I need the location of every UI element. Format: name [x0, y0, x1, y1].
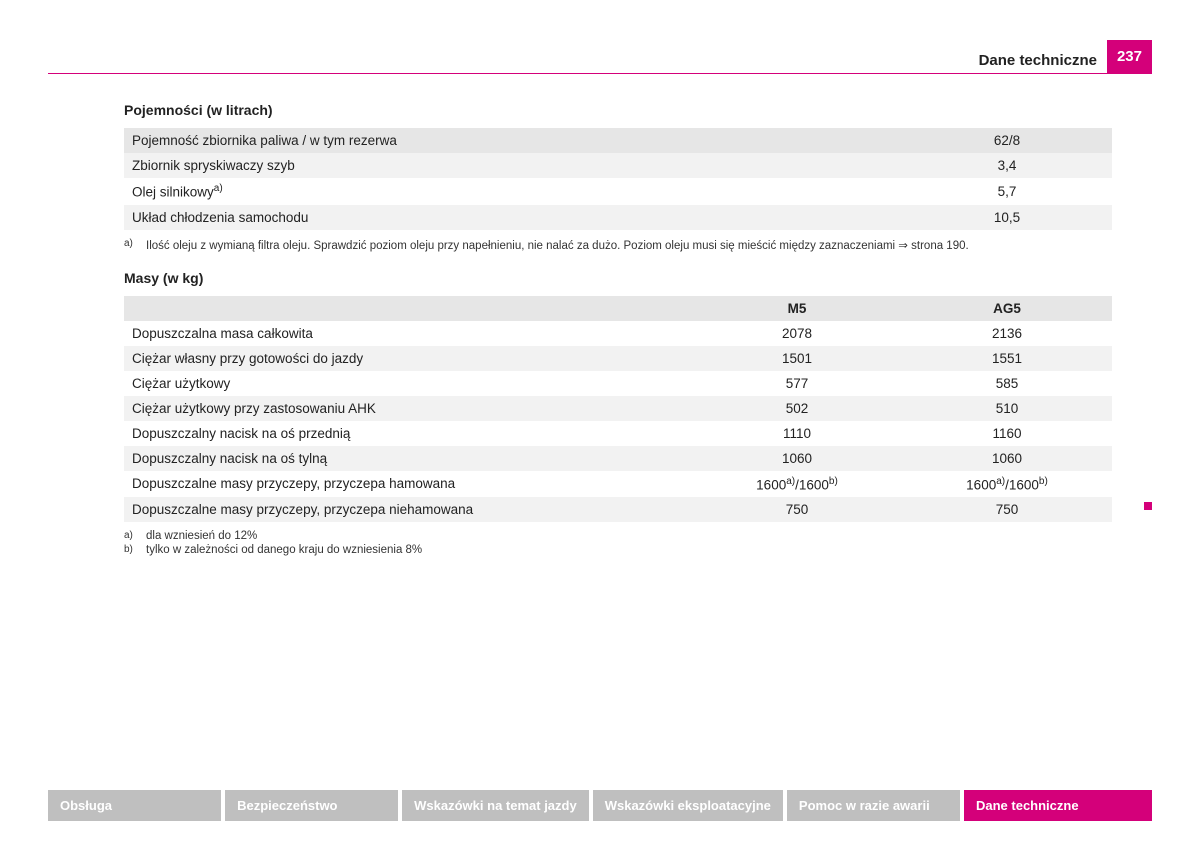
- row-label: Układ chłodzenia samochodu: [124, 205, 902, 230]
- tab-pomoc-awarii[interactable]: Pomoc w razie awarii: [787, 790, 960, 821]
- row-value: 1110: [692, 421, 902, 446]
- row-value: 2136: [902, 321, 1112, 346]
- footnote: a) dla wzniesień do 12%: [124, 530, 1112, 542]
- table-row: Ciężar użytkowy przy zastosowaniu AHK 50…: [124, 396, 1112, 421]
- row-label: Dopuszczalne masy przyczepy, przyczepa n…: [124, 497, 692, 522]
- row-label: Dopuszczalny nacisk na oś przednią: [124, 421, 692, 446]
- row-value: 1551: [902, 346, 1112, 371]
- row-value: 5,7: [902, 178, 1112, 205]
- masses-footnotes: a) dla wzniesień do 12% b) tylko w zależ…: [124, 530, 1112, 556]
- row-label: Ciężar użytkowy: [124, 371, 692, 396]
- page-number: 237: [1107, 40, 1152, 73]
- row-value: 2078: [692, 321, 902, 346]
- section-masses-title: Masy (w kg): [124, 270, 1112, 286]
- table-row: Ciężar własny przy gotowości do jazdy 15…: [124, 346, 1112, 371]
- row-value: 502: [692, 396, 902, 421]
- row-value: 750: [902, 497, 1112, 522]
- row-value: 510: [902, 396, 1112, 421]
- table-header-row: M5 AG5: [124, 296, 1112, 321]
- row-value: 1060: [902, 446, 1112, 471]
- row-value: 1160: [902, 421, 1112, 446]
- row-value: 1600a)/1600b): [902, 471, 1112, 498]
- table-row: Dopuszczalne masy przyczepy, przyczepa h…: [124, 471, 1112, 498]
- section-capacities-title: Pojemności (w litrach): [124, 102, 1112, 118]
- footnote: a) Ilość oleju z wymianą filtra oleju. S…: [124, 238, 1112, 252]
- col-header: [124, 296, 692, 321]
- row-label: Ciężar własny przy gotowości do jazdy: [124, 346, 692, 371]
- tab-dane-techniczne[interactable]: Dane techniczne: [964, 790, 1152, 821]
- table-row: Dopuszczalny nacisk na oś przednią 1110 …: [124, 421, 1112, 446]
- section-end-marker: [1144, 502, 1152, 510]
- header-title: Dane techniczne: [979, 52, 1107, 73]
- footnote: b) tylko w zależności od danego kraju do…: [124, 544, 1112, 556]
- row-label: Zbiornik spryskiwaczy szyb: [124, 153, 902, 178]
- row-value: 10,5: [902, 205, 1112, 230]
- table-row: Dopuszczalna masa całkowita 2078 2136: [124, 321, 1112, 346]
- table-row: Olej silnikowya) 5,7: [124, 178, 1112, 205]
- col-header: M5: [692, 296, 902, 321]
- tab-wskazowki-jazdy[interactable]: Wskazówki na temat jazdy: [402, 790, 589, 821]
- row-label: Ciężar użytkowy przy zastosowaniu AHK: [124, 396, 692, 421]
- row-label: Pojemność zbiornika paliwa / w tym rezer…: [124, 128, 902, 153]
- table-row: Dopuszczalne masy przyczepy, przyczepa n…: [124, 497, 1112, 522]
- row-value: 3,4: [902, 153, 1112, 178]
- row-value: 1060: [692, 446, 902, 471]
- table-row: Ciężar użytkowy 577 585: [124, 371, 1112, 396]
- masses-table: M5 AG5 Dopuszczalna masa całkowita 2078 …: [124, 296, 1112, 523]
- row-label: Olej silnikowya): [124, 178, 902, 205]
- capacities-footnotes: a) Ilość oleju z wymianą filtra oleju. S…: [124, 238, 1112, 252]
- table-row: Dopuszczalny nacisk na oś tylną 1060 106…: [124, 446, 1112, 471]
- tab-wskazowki-eksploatacyjne[interactable]: Wskazówki eksploatacyjne: [593, 790, 783, 821]
- row-value: 585: [902, 371, 1112, 396]
- row-label: Dopuszczalny nacisk na oś tylną: [124, 446, 692, 471]
- row-label: Dopuszczalna masa całkowita: [124, 321, 692, 346]
- chapter-tabs: Obsługa Bezpieczeństwo Wskazówki na tema…: [48, 790, 1152, 821]
- table-row: Zbiornik spryskiwaczy szyb 3,4: [124, 153, 1112, 178]
- capacities-table: Pojemność zbiornika paliwa / w tym rezer…: [124, 128, 1112, 230]
- row-label: Dopuszczalne masy przyczepy, przyczepa h…: [124, 471, 692, 498]
- row-value: 750: [692, 497, 902, 522]
- table-row: Pojemność zbiornika paliwa / w tym rezer…: [124, 128, 1112, 153]
- tab-bezpieczenstwo[interactable]: Bezpieczeństwo: [225, 790, 398, 821]
- col-header: AG5: [902, 296, 1112, 321]
- row-value: 1600a)/1600b): [692, 471, 902, 498]
- table-row: Układ chłodzenia samochodu 10,5: [124, 205, 1112, 230]
- page-header: Dane techniczne 237: [48, 40, 1152, 74]
- tab-obsluga[interactable]: Obsługa: [48, 790, 221, 821]
- row-value: 577: [692, 371, 902, 396]
- row-value: 62/8: [902, 128, 1112, 153]
- row-value: 1501: [692, 346, 902, 371]
